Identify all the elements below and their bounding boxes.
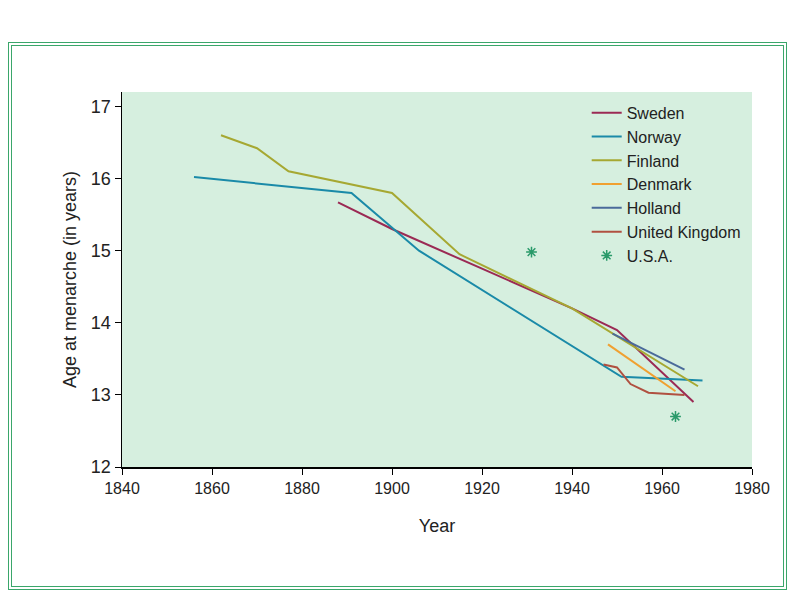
svg-text:1840: 1840 [104, 480, 140, 497]
svg-text:United Kingdom: United Kingdom [627, 224, 741, 241]
svg-text:1960: 1960 [644, 480, 680, 497]
svg-text:Year: Year [419, 516, 455, 536]
svg-text:Norway: Norway [627, 129, 681, 146]
svg-text:1940: 1940 [554, 480, 590, 497]
svg-text:U.S.A.: U.S.A. [627, 248, 673, 265]
svg-text:Denmark: Denmark [627, 176, 693, 193]
svg-text:1980: 1980 [734, 480, 770, 497]
svg-text:15: 15 [91, 241, 111, 261]
svg-text:Age at menarche (in years): Age at menarche (in years) [60, 171, 80, 388]
svg-text:16: 16 [91, 169, 111, 189]
svg-text:12: 12 [91, 457, 111, 477]
svg-text:17: 17 [91, 97, 111, 117]
svg-text:Finland: Finland [627, 152, 679, 169]
svg-text:1860: 1860 [194, 480, 230, 497]
svg-text:Holland: Holland [627, 200, 681, 217]
svg-text:13: 13 [91, 385, 111, 405]
svg-text:1900: 1900 [374, 480, 410, 497]
svg-text:14: 14 [91, 313, 111, 333]
svg-text:1920: 1920 [464, 480, 500, 497]
svg-text:Sweden: Sweden [627, 105, 685, 122]
svg-text:1880: 1880 [284, 480, 320, 497]
